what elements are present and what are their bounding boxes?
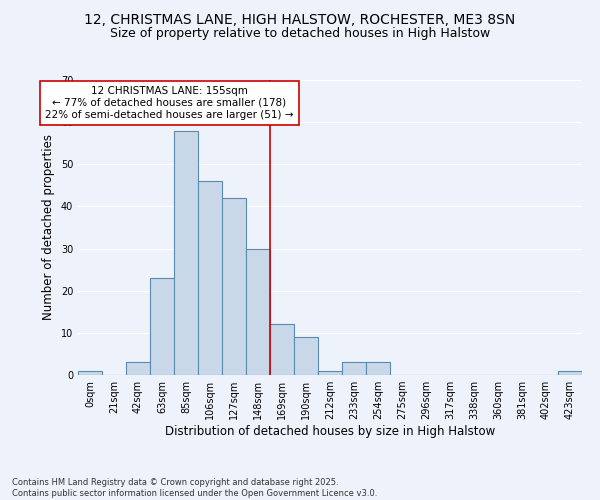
Bar [270,324,294,375]
Bar [294,337,318,375]
Bar [222,198,246,375]
Bar [366,362,390,375]
Bar [246,248,270,375]
Bar [78,371,102,375]
Bar [126,362,150,375]
Text: Size of property relative to detached houses in High Halstow: Size of property relative to detached ho… [110,28,490,40]
Text: 12, CHRISTMAS LANE, HIGH HALSTOW, ROCHESTER, ME3 8SN: 12, CHRISTMAS LANE, HIGH HALSTOW, ROCHES… [85,12,515,26]
Bar [198,181,222,375]
Y-axis label: Number of detached properties: Number of detached properties [42,134,55,320]
Bar [174,130,198,375]
X-axis label: Distribution of detached houses by size in High Halstow: Distribution of detached houses by size … [165,425,495,438]
Bar [558,371,582,375]
Text: Contains HM Land Registry data © Crown copyright and database right 2025.
Contai: Contains HM Land Registry data © Crown c… [12,478,377,498]
Bar [150,278,174,375]
Text: 12 CHRISTMAS LANE: 155sqm
← 77% of detached houses are smaller (178)
22% of semi: 12 CHRISTMAS LANE: 155sqm ← 77% of detac… [45,86,293,120]
Bar [342,362,366,375]
Bar [318,371,342,375]
